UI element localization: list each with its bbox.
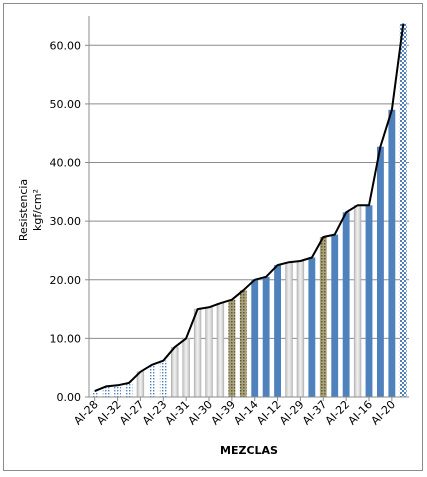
y-tick-label: 20.00 — [50, 274, 82, 287]
y-tick-label: 60.00 — [50, 39, 82, 52]
bar-27 — [388, 109, 396, 398]
bar-21 — [319, 236, 327, 397]
x-tick-label: AI-22 — [323, 398, 353, 428]
trend-line-path — [94, 23, 405, 393]
bar-16 — [262, 276, 270, 397]
bar-19 — [296, 260, 305, 398]
bar-7 — [159, 360, 167, 397]
bar-10 — [193, 308, 202, 398]
x-tick-label: AI-12 — [254, 398, 284, 428]
bar-20 — [308, 257, 316, 397]
bar-24 — [353, 205, 362, 398]
bar-6 — [148, 364, 156, 397]
x-tick-label: AI-20 — [368, 398, 398, 428]
x-tick-label: AI-30 — [186, 398, 216, 428]
x-tick-label: AI-31 — [163, 398, 193, 428]
bar-18 — [285, 261, 293, 398]
axes — [88, 16, 409, 401]
y-tick-label: 50.00 — [50, 98, 82, 111]
bar-13 — [228, 299, 236, 397]
bar-28 — [399, 23, 407, 398]
bar-9 — [182, 338, 190, 398]
trend-line — [94, 23, 405, 393]
chart-frame — [3, 3, 423, 471]
bar-12 — [216, 302, 225, 398]
bar-14 — [239, 290, 247, 397]
x-tick-label: AI-14 — [231, 398, 261, 428]
bar-17 — [274, 265, 281, 397]
x-tick-label: AI-16 — [346, 398, 376, 428]
y-tick-label: 40.00 — [50, 157, 82, 170]
y-tick-label: 0.00 — [57, 391, 82, 404]
bar-23 — [342, 212, 350, 397]
bars — [91, 23, 407, 398]
bar-2 — [102, 386, 110, 397]
x-tick-label: AI-32 — [94, 398, 124, 428]
bar-4 — [125, 382, 133, 397]
bar-26 — [377, 146, 384, 397]
bar-8 — [171, 346, 179, 398]
bar-11 — [205, 307, 213, 398]
bar-1 — [91, 391, 99, 397]
x-tick-label: AI-27 — [117, 398, 147, 428]
y-axis-title-line2: kgf/cm² — [31, 189, 44, 231]
bar-5 — [136, 371, 145, 398]
bar-22 — [331, 234, 339, 397]
y-tick-label: 10.00 — [50, 332, 82, 345]
y-axis-title-line1: Resistencia — [17, 179, 30, 241]
x-tick-labels: AI-28AI-32AI-27AI-23AI-31AI-30AI-39AI-14… — [71, 398, 398, 428]
y-tick-label: 30.00 — [50, 215, 82, 228]
bar-25 — [365, 205, 373, 397]
x-axis-title: MEZCLAS — [220, 444, 278, 457]
y-tick-labels: 0.00 10.00 20.00 30.00 40.00 50.00 60.00 — [50, 39, 82, 404]
bar-15 — [251, 279, 259, 397]
bar-3 — [114, 385, 121, 397]
x-tick-label: AI-37 — [300, 398, 330, 428]
x-tick-label: AI-29 — [277, 398, 307, 428]
x-tick-label: AI-39 — [208, 398, 238, 428]
x-tick-label: AI-23 — [140, 398, 170, 428]
